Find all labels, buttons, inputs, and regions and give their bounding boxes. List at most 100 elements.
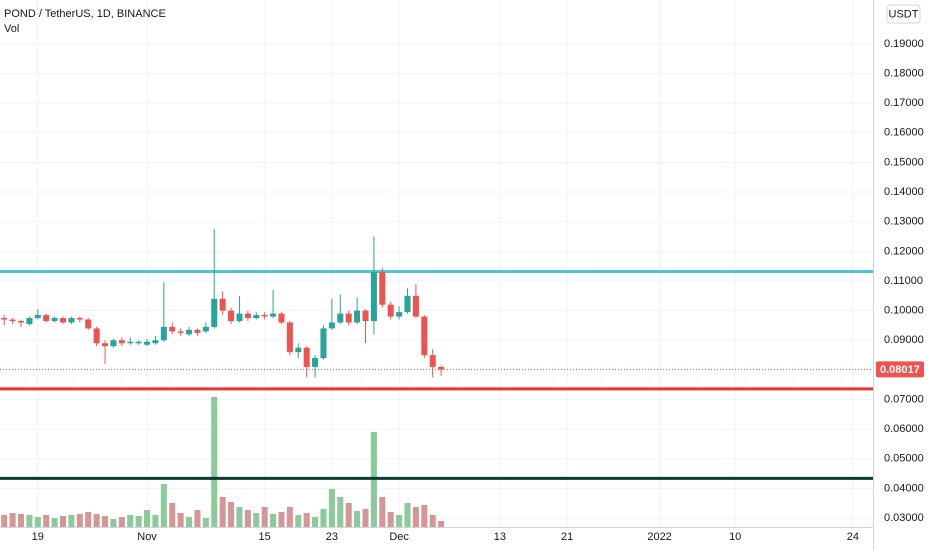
candle-body bbox=[270, 313, 277, 317]
candle-body bbox=[312, 358, 319, 367]
candle-body bbox=[194, 329, 201, 333]
candle-body bbox=[59, 318, 67, 323]
volume-bar bbox=[362, 509, 369, 527]
volume-bar bbox=[211, 397, 218, 527]
candle-body bbox=[144, 341, 151, 345]
volume-bar bbox=[9, 513, 16, 527]
x-tick-label: 13 bbox=[494, 531, 506, 543]
candle-body bbox=[211, 298, 218, 327]
volume-bar bbox=[51, 518, 58, 527]
volume-bar bbox=[127, 515, 134, 527]
x-tick-label: 10 bbox=[729, 531, 741, 543]
volume-bar bbox=[278, 512, 285, 527]
candle-body bbox=[261, 315, 268, 317]
y-tick-label: 0.05000 bbox=[884, 453, 924, 465]
volume-bar bbox=[412, 507, 419, 527]
volume-bar bbox=[68, 515, 75, 527]
volume-bar bbox=[396, 515, 403, 527]
candle-body bbox=[202, 326, 209, 332]
volume-bar bbox=[354, 511, 361, 527]
candle-body bbox=[219, 298, 226, 311]
y-tick-label: 0.11000 bbox=[884, 275, 923, 287]
candle-body bbox=[76, 318, 83, 320]
candle-body bbox=[68, 318, 75, 323]
candle-body bbox=[320, 328, 327, 359]
y-tick-label: 0.04000 bbox=[884, 482, 924, 494]
volume-bar bbox=[345, 503, 352, 527]
candle-body bbox=[110, 340, 117, 347]
y-tick-label: 0.15000 bbox=[884, 156, 924, 168]
volume-bar bbox=[186, 517, 193, 527]
candle-body bbox=[379, 272, 386, 305]
currency[interactable]: USDT bbox=[889, 8, 919, 20]
volume-bar bbox=[337, 497, 344, 527]
volume-bar bbox=[1, 515, 8, 527]
candle-body bbox=[244, 313, 251, 319]
candle-body bbox=[135, 341, 142, 344]
candle-body bbox=[93, 328, 100, 344]
x-tick-label: 21 bbox=[561, 531, 573, 543]
volume-bar bbox=[110, 519, 117, 527]
axes: 0.03000 0.04000 0.05000 0.06000 0.07000 0.080… bbox=[32, 38, 924, 543]
volume-bar bbox=[421, 505, 428, 527]
volume-bar bbox=[43, 515, 50, 527]
candle-body bbox=[43, 315, 50, 322]
candle-body bbox=[286, 322, 293, 353]
y-tick-label: 0.19000 bbox=[884, 38, 924, 50]
volume-bar bbox=[312, 517, 319, 527]
volume-bar bbox=[85, 512, 92, 527]
volume-bar bbox=[261, 507, 268, 527]
y-tick-label: 0.17000 bbox=[884, 97, 924, 109]
candle-body bbox=[303, 347, 310, 367]
candle-body bbox=[177, 331, 184, 333]
candle-body bbox=[228, 310, 235, 322]
candle-body bbox=[236, 313, 243, 322]
volume-bar bbox=[26, 515, 33, 527]
y-tick-label: 0.16000 bbox=[884, 127, 924, 139]
candle-body bbox=[278, 313, 285, 323]
volume-bar bbox=[152, 515, 159, 527]
x-tick-label: 2022 bbox=[647, 531, 671, 543]
volume-bar bbox=[118, 517, 125, 527]
candle-body bbox=[387, 304, 394, 317]
candle-body bbox=[354, 310, 361, 323]
volume-bar bbox=[295, 515, 302, 527]
y-tick-label: 0.06000 bbox=[884, 423, 924, 435]
currency-box[interactable] bbox=[886, 4, 921, 24]
volume-bar bbox=[253, 513, 260, 527]
candle-body bbox=[17, 321, 25, 323]
volume-bar bbox=[102, 516, 109, 527]
candle-body bbox=[1, 318, 8, 320]
candle-body bbox=[160, 326, 167, 341]
volume-bar bbox=[429, 515, 436, 527]
volume-bar bbox=[93, 514, 100, 527]
volume-bar bbox=[17, 514, 25, 527]
candle-body bbox=[152, 340, 159, 344]
y-tick-label: 0.09000 bbox=[884, 334, 924, 346]
volume-bar bbox=[177, 513, 184, 527]
volume-bar bbox=[76, 514, 83, 527]
volume-bar bbox=[228, 502, 235, 527]
last-price-box bbox=[876, 361, 924, 378]
candle-body bbox=[412, 295, 419, 317]
candle-body bbox=[421, 316, 428, 356]
candle-body bbox=[118, 340, 125, 344]
x-tick-label: Nov bbox=[137, 531, 157, 543]
volume-bar bbox=[202, 518, 209, 527]
volume-bar bbox=[438, 521, 445, 527]
x-tick-label: 19 bbox=[32, 531, 44, 543]
x-tick-label: Dec bbox=[389, 531, 409, 543]
volume-bar bbox=[387, 512, 394, 527]
last-price-label: 0.08017 bbox=[880, 364, 920, 376]
x-tick-label: 23 bbox=[326, 531, 338, 543]
volume-bar bbox=[303, 513, 310, 527]
y-tick-label: 0.10000 bbox=[884, 305, 924, 317]
volume-label: Vol bbox=[4, 23, 19, 35]
candle-body bbox=[85, 319, 92, 329]
candle-body bbox=[295, 347, 302, 353]
candle-body bbox=[34, 315, 41, 319]
volume-bar bbox=[236, 507, 243, 527]
